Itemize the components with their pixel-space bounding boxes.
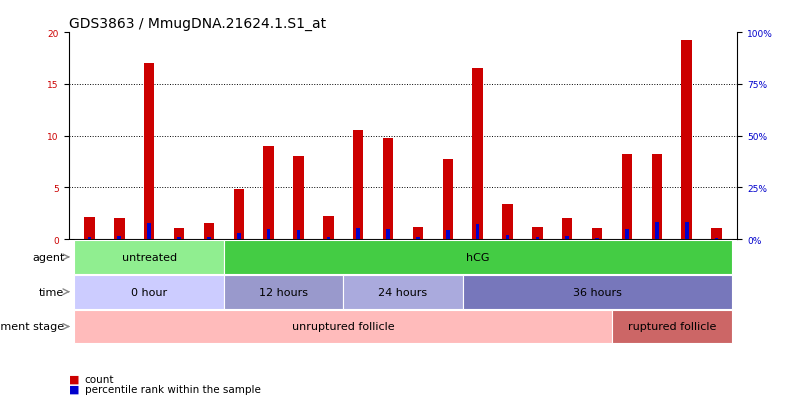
Bar (532, 227, 542, 240)
Bar (463, 275, 732, 309)
Text: time: time (39, 287, 64, 297)
Bar (621, 155, 632, 240)
Bar (353, 131, 364, 240)
Text: ■: ■ (69, 374, 79, 384)
Bar (88, 237, 91, 240)
Text: ruptured follicle: ruptured follicle (628, 322, 716, 332)
Text: untreated: untreated (122, 252, 177, 262)
Bar (326, 237, 330, 240)
Text: GDS3863 / MmugDNA.21624.1.S1_at: GDS3863 / MmugDNA.21624.1.S1_at (69, 17, 326, 31)
Bar (472, 69, 483, 240)
Bar (413, 227, 423, 240)
Bar (502, 204, 513, 240)
Bar (476, 224, 480, 240)
Bar (323, 217, 334, 240)
Bar (715, 238, 718, 240)
Text: 12 hours: 12 hours (259, 287, 308, 297)
Bar (297, 230, 301, 240)
Bar (343, 275, 463, 309)
Bar (562, 219, 572, 240)
Bar (682, 41, 692, 240)
Text: percentile rank within the sample: percentile rank within the sample (85, 384, 260, 394)
Text: development stage: development stage (0, 322, 64, 332)
Text: hCG: hCG (466, 252, 489, 262)
Bar (74, 240, 224, 274)
Bar (293, 157, 304, 240)
Bar (118, 236, 121, 240)
Bar (207, 237, 210, 240)
Bar (625, 230, 629, 240)
Text: 36 hours: 36 hours (573, 287, 621, 297)
Bar (144, 64, 155, 240)
Bar (356, 228, 360, 240)
Bar (651, 155, 662, 240)
Bar (74, 275, 224, 309)
Bar (267, 229, 271, 240)
Bar (612, 310, 732, 344)
Bar (234, 190, 244, 240)
Bar (592, 228, 602, 240)
Bar (264, 147, 274, 240)
Bar (685, 222, 688, 240)
Text: 24 hours: 24 hours (379, 287, 427, 297)
Bar (596, 238, 599, 240)
Bar (712, 228, 722, 240)
Bar (566, 236, 569, 240)
Bar (114, 219, 124, 240)
Text: agent: agent (32, 252, 64, 262)
Bar (535, 238, 539, 240)
Bar (74, 310, 612, 344)
Bar (505, 235, 509, 240)
Bar (442, 160, 453, 240)
Bar (237, 233, 240, 240)
Text: 0 hour: 0 hour (131, 287, 167, 297)
Text: unruptured follicle: unruptured follicle (292, 322, 395, 332)
Bar (446, 230, 450, 240)
Bar (386, 230, 390, 240)
Bar (416, 238, 420, 240)
Bar (177, 238, 181, 240)
Bar (224, 275, 343, 309)
Bar (655, 223, 659, 240)
Bar (224, 240, 732, 274)
Bar (174, 228, 185, 240)
Text: ■: ■ (69, 384, 79, 394)
Bar (383, 138, 393, 240)
Bar (204, 223, 214, 240)
Bar (84, 218, 94, 240)
Bar (147, 223, 151, 240)
Text: count: count (85, 374, 114, 384)
